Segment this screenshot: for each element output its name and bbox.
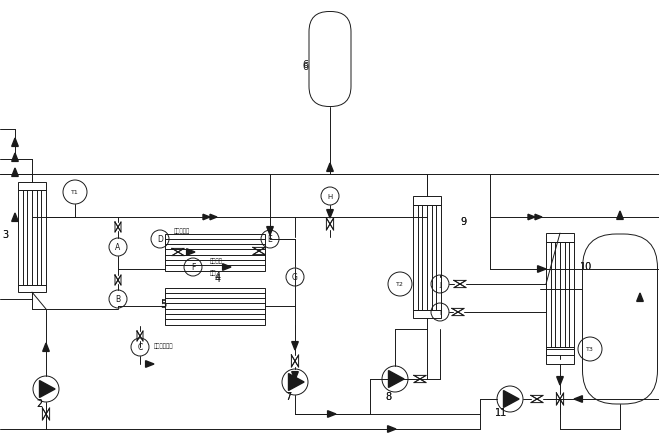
Bar	[413, 197, 441, 205]
Text: J: J	[439, 281, 441, 287]
Bar	[546, 242, 574, 347]
Bar	[546, 347, 574, 355]
Polygon shape	[292, 372, 299, 380]
Polygon shape	[40, 381, 55, 398]
Text: 蒸汽回水: 蒸汽回水	[210, 258, 223, 263]
Polygon shape	[43, 343, 49, 352]
Polygon shape	[535, 215, 542, 220]
Bar	[18, 190, 46, 285]
Polygon shape	[328, 411, 336, 417]
Text: T2: T2	[396, 282, 404, 287]
Polygon shape	[146, 361, 154, 367]
Text: H: H	[328, 194, 333, 200]
Polygon shape	[557, 377, 563, 385]
Text: 4: 4	[215, 272, 221, 281]
Text: 7: 7	[285, 391, 291, 401]
Text: 自蒸汽系統: 自蒸汽系統	[174, 228, 190, 233]
Text: D: D	[157, 235, 163, 244]
Polygon shape	[528, 215, 535, 220]
Text: B: B	[115, 295, 121, 304]
Bar	[413, 310, 441, 318]
Polygon shape	[210, 215, 217, 220]
Text: 8: 8	[385, 391, 391, 401]
Polygon shape	[387, 426, 396, 432]
Polygon shape	[12, 154, 18, 162]
Text: 11: 11	[495, 407, 507, 417]
Text: T3: T3	[586, 347, 594, 352]
Polygon shape	[12, 139, 18, 147]
Polygon shape	[538, 266, 546, 273]
Text: 11: 11	[495, 407, 507, 417]
Text: I: I	[439, 309, 441, 315]
Text: 10: 10	[580, 261, 592, 272]
Polygon shape	[574, 396, 583, 403]
Bar	[413, 205, 441, 310]
Text: 9: 9	[460, 216, 466, 226]
Text: 5: 5	[160, 298, 166, 308]
Text: 回水: 回水	[210, 270, 217, 276]
Text: F: F	[191, 263, 195, 272]
Text: C: C	[137, 343, 142, 352]
Polygon shape	[503, 391, 519, 407]
Text: 4: 4	[215, 273, 221, 283]
Polygon shape	[12, 169, 18, 177]
Bar	[546, 349, 574, 364]
Text: E: E	[268, 235, 272, 244]
Polygon shape	[617, 212, 623, 220]
Text: 5: 5	[160, 299, 166, 309]
Text: 6: 6	[302, 62, 308, 72]
Text: T1: T1	[71, 190, 79, 195]
Bar	[546, 233, 574, 242]
Text: 7: 7	[285, 391, 291, 401]
Polygon shape	[292, 342, 299, 350]
Text: 3: 3	[2, 230, 8, 240]
Bar	[165, 234, 265, 271]
Text: 2: 2	[36, 398, 42, 408]
Polygon shape	[223, 264, 231, 271]
Bar	[18, 183, 46, 190]
Polygon shape	[637, 293, 643, 302]
Bar	[165, 288, 265, 325]
Polygon shape	[186, 249, 195, 256]
Polygon shape	[267, 227, 273, 236]
Polygon shape	[289, 374, 304, 391]
Text: 自循環水系統: 自循環水系統	[154, 343, 173, 348]
Text: G: G	[292, 273, 298, 282]
Bar	[18, 285, 46, 293]
Polygon shape	[389, 371, 404, 388]
Text: 6: 6	[302, 60, 308, 70]
Text: 10: 10	[580, 261, 592, 272]
Polygon shape	[203, 215, 210, 220]
Text: A: A	[115, 243, 121, 252]
Polygon shape	[327, 210, 333, 219]
Text: 2: 2	[36, 398, 42, 408]
Text: 3: 3	[2, 230, 8, 240]
Polygon shape	[327, 164, 333, 172]
Text: 9: 9	[460, 216, 466, 226]
Polygon shape	[12, 213, 18, 222]
Text: 8: 8	[385, 391, 391, 401]
